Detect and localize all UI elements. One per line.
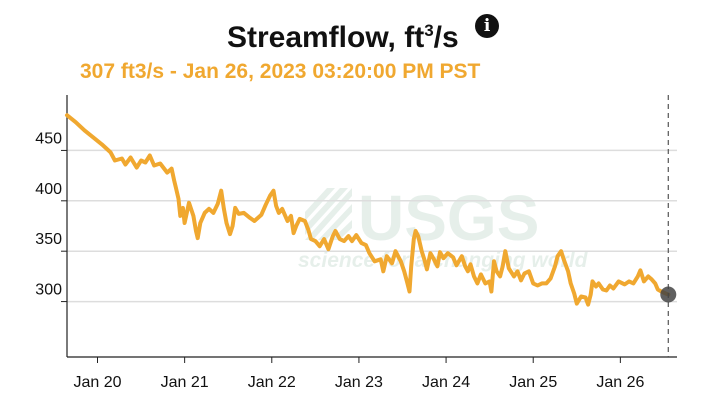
x-tick-label-5: Jan 25: [509, 374, 557, 391]
x-axis-ticks: Jan 20 Jan 21 Jan 22 Jan 23 Jan 24 Jan 25 Jan …: [73, 357, 644, 391]
y-tick-label-0: 300: [35, 282, 62, 299]
chart-title-exponent: 3: [424, 21, 434, 40]
x-tick-label-4: Jan 24: [422, 374, 470, 391]
y-axis-ticks: 300 350 400 450: [35, 130, 67, 303]
series-line-0: [65, 113, 671, 307]
chart-title-unit-end: /s: [433, 21, 459, 54]
current-value-readout: 307 ft3/s - Jan 26, 2023 03:20:00 PM PST: [80, 60, 481, 83]
y-tick-label-2: 400: [35, 181, 62, 198]
x-tick-label-2: Jan 22: [248, 374, 296, 391]
usgs-logo-text: USGS: [358, 182, 539, 254]
series-streamflow: [65, 113, 671, 307]
x-tick-label-3: Jan 23: [335, 374, 383, 391]
current-value-point[interactable]: [660, 286, 677, 303]
chart-title: Streamflow, ft3/s i: [0, 14, 726, 55]
axes: [66, 95, 677, 358]
y-tick-label-1: 350: [35, 231, 62, 248]
usgs-logo-waves: [305, 188, 352, 240]
chart-title-text: Streamflow, ft: [226, 21, 425, 54]
x-tick-label-1: Jan 21: [161, 374, 209, 391]
info-icon[interactable]: i: [475, 14, 500, 38]
x-tick-label-6: Jan 26: [596, 374, 644, 391]
current-time-marker[interactable]: [660, 95, 677, 357]
y-tick-label-3: 450: [35, 130, 62, 147]
x-tick-label-0: Jan 20: [73, 374, 121, 391]
usgs-tagline: science for a changing world: [298, 249, 589, 272]
usgs-watermark: USGS science for a changing world: [298, 182, 589, 272]
